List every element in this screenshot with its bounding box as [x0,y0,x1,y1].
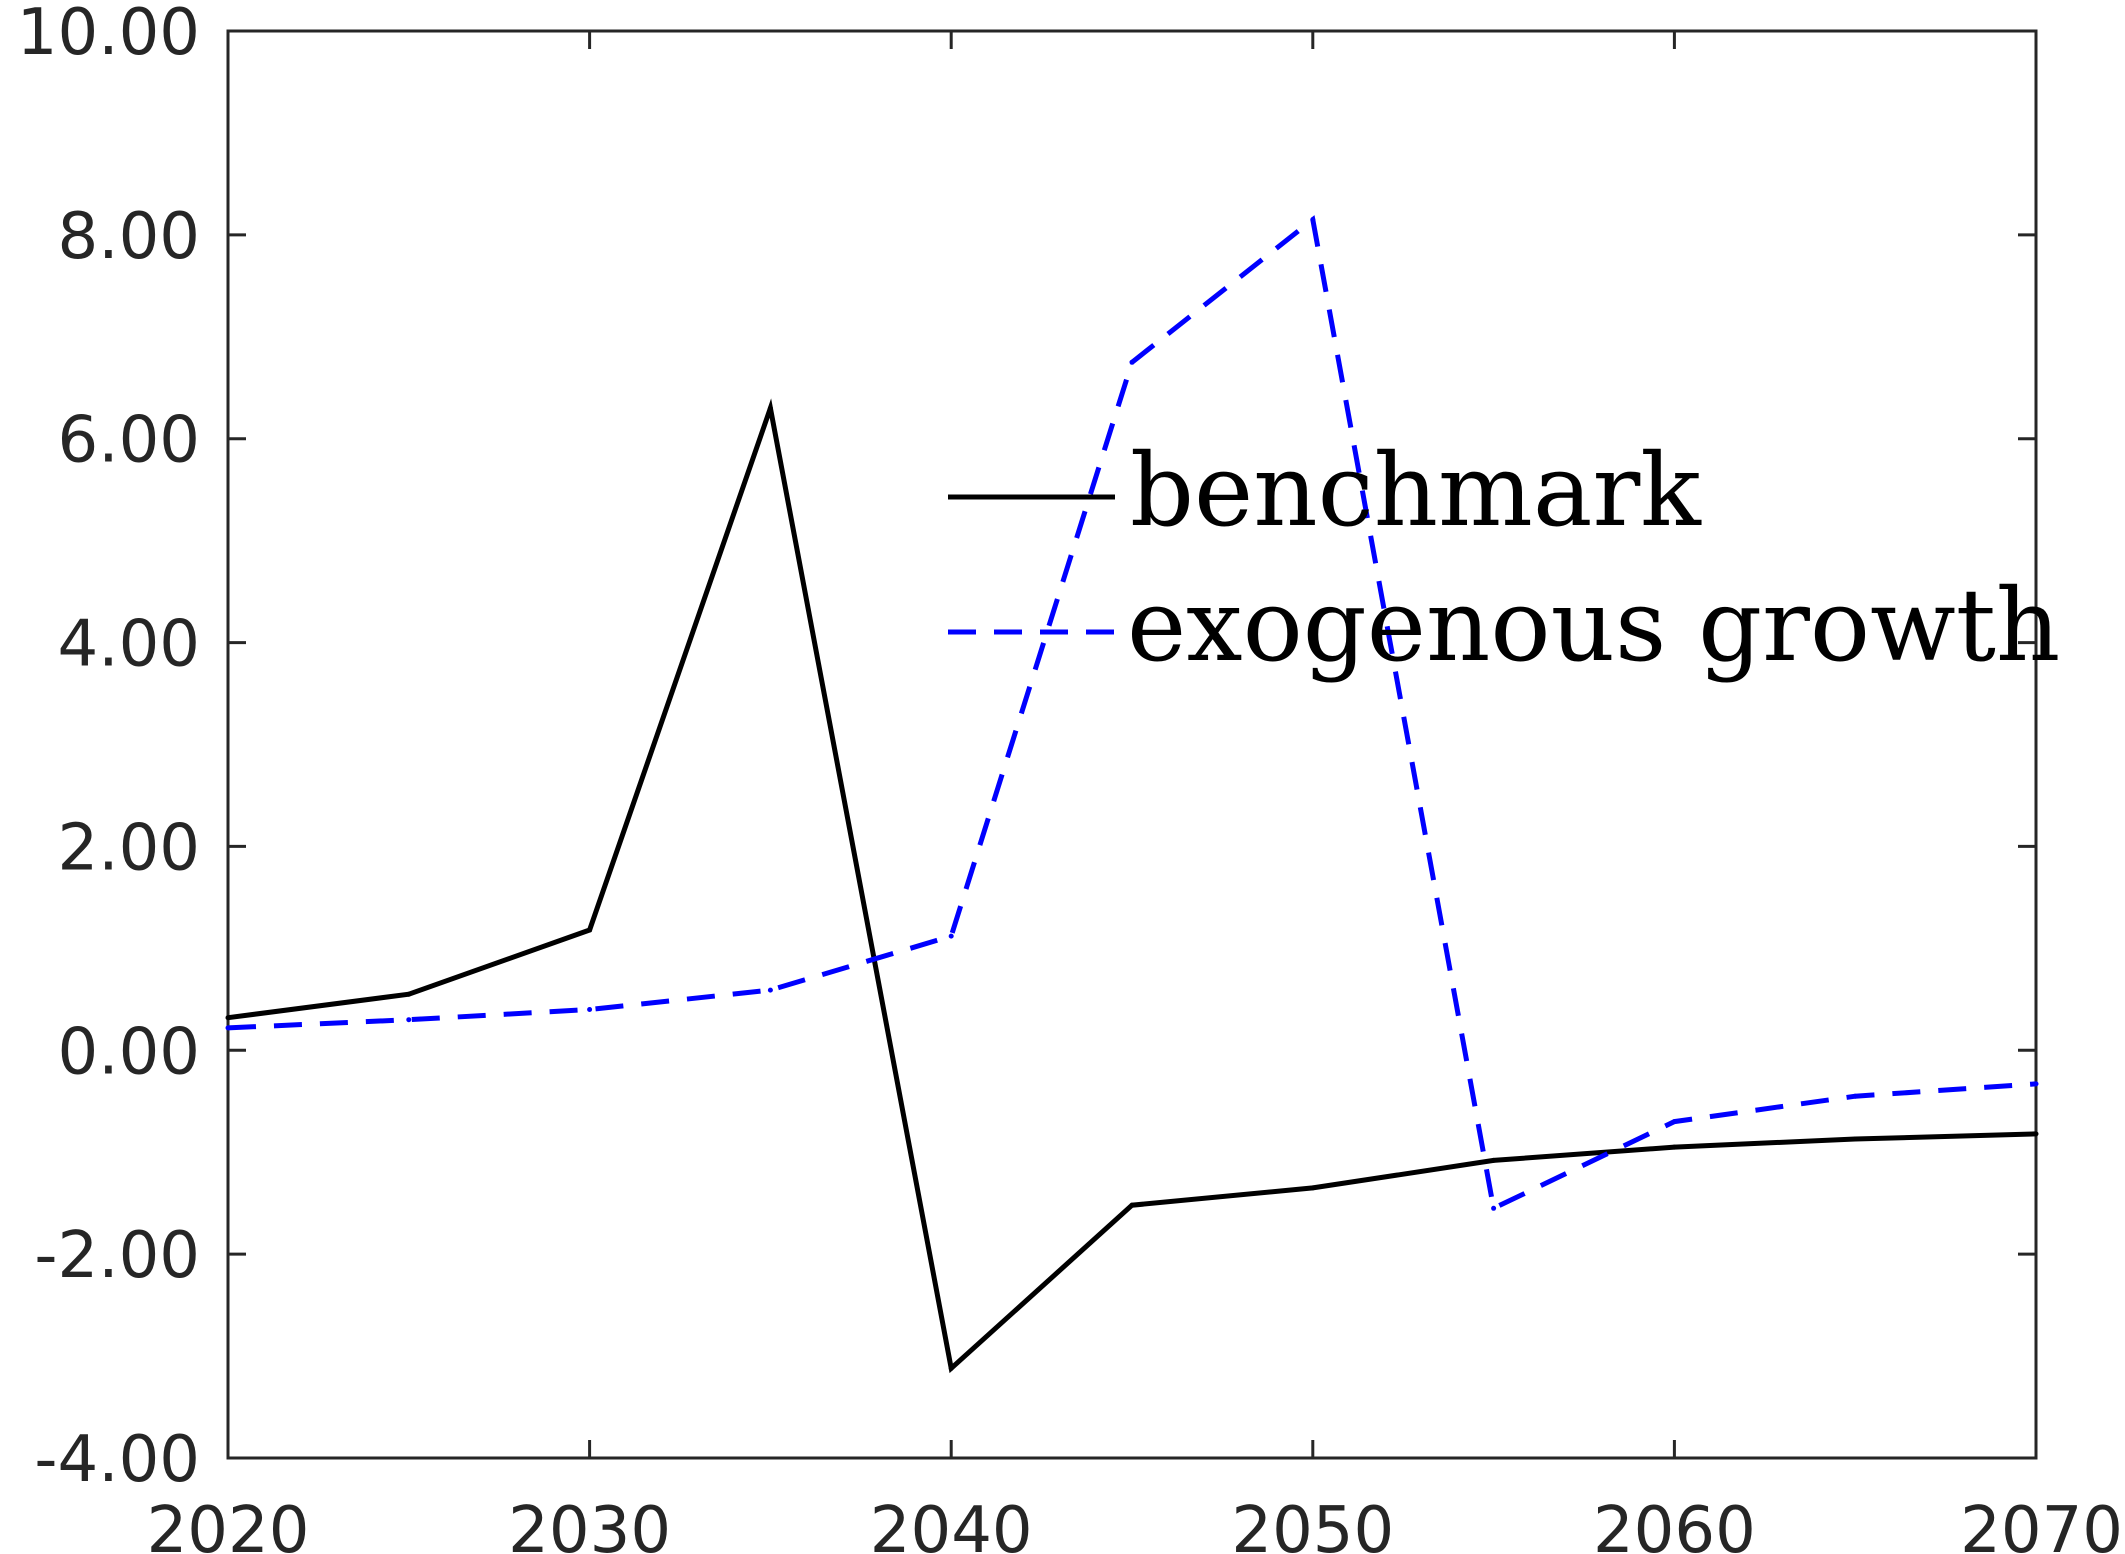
x-tick-label: 2040 [870,1494,1033,1554]
x-tick-labels: 2020 2030 2040 2050 2060 2070 [147,1494,2123,1554]
data-point-exogenous-growth [1671,1119,1677,1125]
data-point-benchmark [1852,1136,1858,1142]
data-point-exogenous-growth [587,1007,593,1012]
y-tick-label: 4.00 [58,608,201,682]
data-point-exogenous-growth [1852,1093,1858,1099]
y-tick-label: 0.00 [58,1015,201,1089]
y-tick-label: 10.00 [17,0,200,70]
x-tick-label: 2070 [1960,1494,2123,1554]
series-lines [225,215,2039,1374]
legend-label-benchmark: benchmark [1130,432,1702,549]
data-point-benchmark [1129,1202,1135,1208]
data-point-exogenous-growth [1491,1205,1497,1211]
data-point-benchmark [1491,1157,1497,1163]
data-point-exogenous-growth [2033,1081,2039,1087]
x-tick-label: 2050 [1231,1494,1394,1554]
y-tick-label: -4.00 [34,1423,200,1497]
data-point-benchmark [2033,1131,2039,1137]
x-tick-label: 2060 [1593,1494,1756,1554]
data-point-exogenous-growth [1310,217,1316,223]
y-tick-label: 8.00 [58,200,201,274]
y-tick-label: 6.00 [58,404,201,478]
legend: benchmark exogenous growth [948,432,2060,684]
data-point-benchmark [1671,1144,1677,1150]
axis-ticks [226,29,2038,1460]
data-point-exogenous-growth [225,1025,231,1031]
legend-label-exogenous-growth: exogenous growth [1127,567,2060,684]
y-tick-label: -2.00 [34,1219,200,1293]
data-point-benchmark [587,927,593,933]
data-point-benchmark [767,405,773,411]
y-tick-labels: -4.00 -2.00 0.00 2.00 4.00 6.00 8.00 10.00 [17,0,200,1497]
data-point-exogenous-growth [1129,359,1135,365]
x-tick-label: 2030 [508,1494,671,1554]
x-tick-label: 2020 [147,1494,310,1554]
y-tick-label: 2.00 [58,811,201,885]
data-point-benchmark [406,991,412,997]
data-point-benchmark [948,1365,954,1371]
plot-frame [226,29,2038,1460]
data-point-exogenous-growth [948,933,954,939]
data-point-exogenous-growth [767,987,773,993]
data-point-benchmark [225,1015,231,1021]
data-point-benchmark [1310,1185,1316,1191]
data-point-exogenous-growth [406,1017,412,1023]
